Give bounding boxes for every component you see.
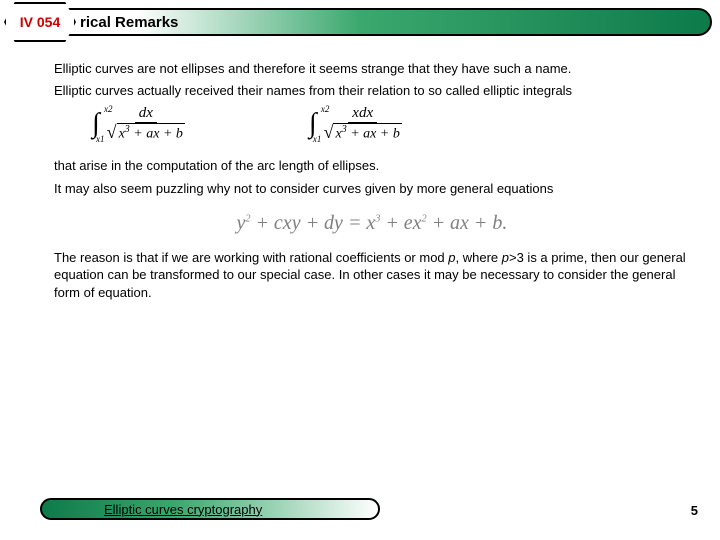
int2-fraction: xdx √ x3 + ax + b (320, 105, 406, 143)
integral-sign-icon: ∫ x2 x1 (309, 108, 317, 140)
paragraph-1: Elliptic curves are not ellipses and the… (54, 60, 690, 78)
integral-sign-icon: ∫ x2 x1 (92, 108, 100, 140)
footer-label: Elliptic curves cryptography (104, 502, 262, 517)
paragraph-2: Elliptic curves actually received their … (54, 82, 690, 100)
title-bar: rical Remarks (8, 8, 712, 36)
paragraph-5: The reason is that if we are working wit… (54, 249, 690, 302)
p5-var-p1: p (448, 250, 455, 265)
int2-numerator: xdx (348, 105, 377, 123)
p5-var-p2: p (502, 250, 509, 265)
footer-bar: Elliptic curves cryptography (40, 498, 380, 520)
integral-2: ∫ x2 x1 xdx √ x3 + ax + b (309, 105, 406, 143)
paragraph-4: It may also seem puzzling why not to con… (54, 180, 690, 198)
p5-text-a: The reason is that if we are working wit… (54, 250, 448, 265)
badge-label: IV 054 (20, 14, 60, 30)
int2-lower: x1 (313, 134, 322, 144)
integral-1: ∫ x2 x1 dx √ x3 + ax + b (92, 105, 189, 143)
slide-content: Elliptic curves are not ellipses and the… (54, 60, 690, 305)
p5-text-b: , where (456, 250, 502, 265)
int1-lower: x1 (96, 134, 105, 144)
course-badge: IV 054 (4, 2, 76, 42)
int2-denominator: √ x3 + ax + b (320, 123, 406, 143)
page-number: 5 (691, 503, 698, 518)
slide-title: rical Remarks (80, 14, 178, 31)
paragraph-3: that arise in the computation of the arc… (54, 157, 690, 175)
general-equation: y2 + cxy + dy = x3 + ex2 + ax + b. (54, 212, 690, 235)
int1-upper: x2 (104, 104, 113, 114)
int1-numerator: dx (135, 105, 157, 123)
int1-fraction: dx √ x3 + ax + b (103, 105, 189, 143)
sqrt-icon: √ x3 + ax + b (107, 123, 185, 143)
sqrt-icon: √ x3 + ax + b (324, 123, 402, 143)
integrals-row: ∫ x2 x1 dx √ x3 + ax + b ∫ x2 x1 xdx (92, 105, 690, 143)
int2-upper: x2 (321, 104, 330, 114)
int1-denominator: √ x3 + ax + b (103, 123, 189, 143)
